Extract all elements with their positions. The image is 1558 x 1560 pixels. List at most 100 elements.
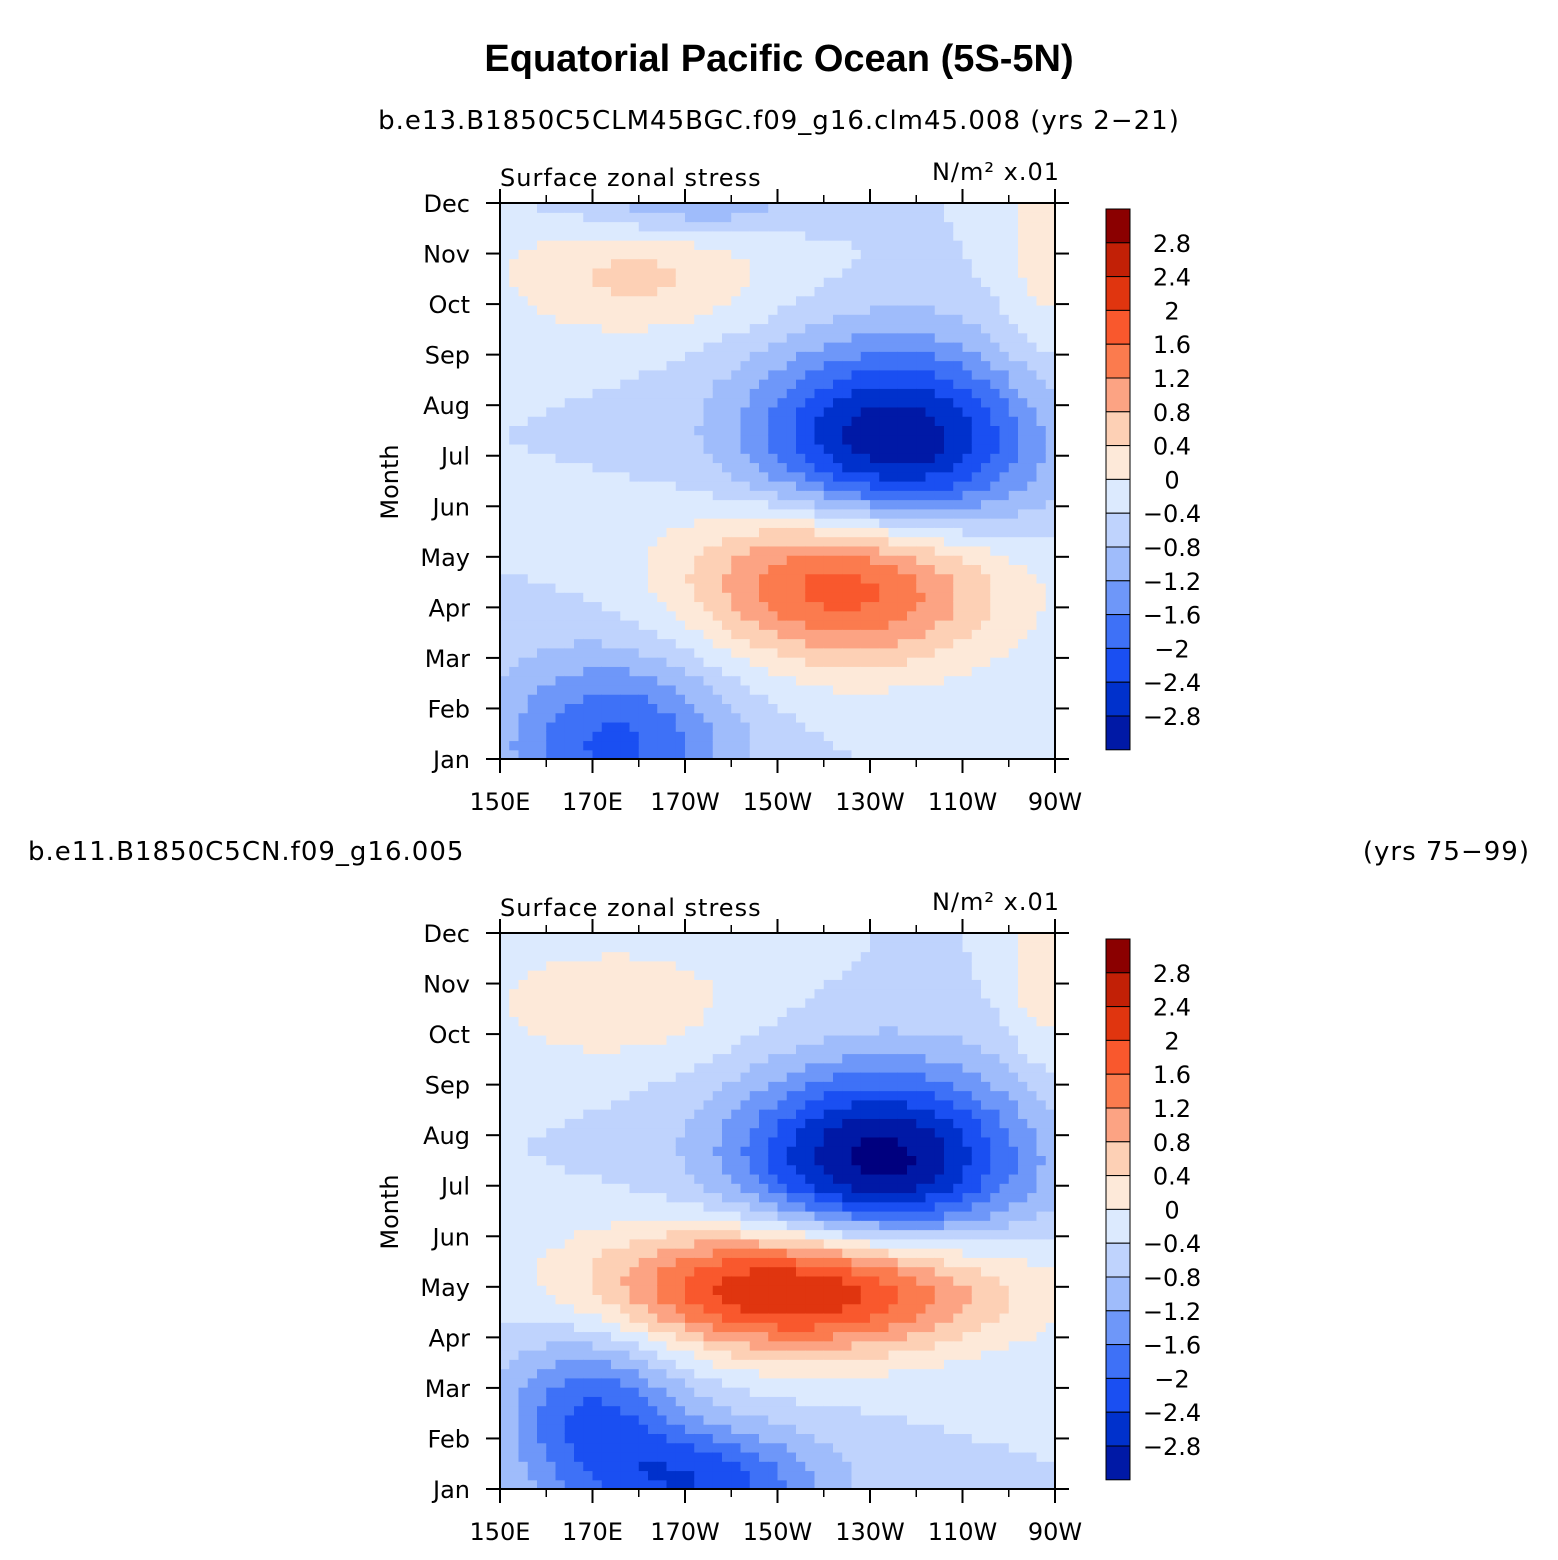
heatmap-cell bbox=[611, 988, 621, 999]
heatmap-cell bbox=[833, 425, 843, 436]
heatmap-cell bbox=[934, 610, 945, 621]
bottom-heatmap bbox=[500, 933, 1056, 1490]
heatmap-cell bbox=[685, 379, 695, 389]
heatmap-cell bbox=[694, 286, 705, 297]
heatmap-cell bbox=[712, 601, 723, 612]
heatmap-cell bbox=[592, 555, 603, 565]
heatmap-cell bbox=[675, 1007, 686, 1017]
heatmap-cell bbox=[638, 499, 649, 510]
heatmap-cell bbox=[786, 712, 797, 723]
heatmap-cell bbox=[675, 314, 686, 325]
heatmap-cell bbox=[740, 471, 751, 482]
heatmap-cell bbox=[675, 416, 686, 426]
heatmap-cell bbox=[1045, 425, 1056, 436]
heatmap-cell bbox=[796, 240, 806, 250]
heatmap-cell bbox=[592, 295, 603, 306]
heatmap-cell bbox=[1036, 481, 1047, 491]
heatmap-cell bbox=[722, 573, 732, 584]
heatmap-cell bbox=[962, 462, 973, 473]
heatmap-cell bbox=[953, 703, 964, 714]
heatmap-cell bbox=[555, 221, 566, 232]
heatmap-cell bbox=[953, 545, 964, 556]
heatmap-cell bbox=[768, 573, 779, 584]
heatmap-cell bbox=[564, 564, 575, 575]
heatmap-cell bbox=[666, 388, 677, 399]
heatmap-cell bbox=[500, 286, 510, 297]
heatmap-cell bbox=[777, 508, 788, 519]
heatmap-cell bbox=[888, 721, 899, 732]
heatmap-cell bbox=[962, 203, 973, 213]
heatmap-cell bbox=[611, 304, 621, 315]
heatmap-cell bbox=[953, 536, 964, 547]
heatmap-cell bbox=[796, 694, 806, 704]
heatmap-cell bbox=[842, 490, 853, 501]
heatmap-cell bbox=[583, 731, 594, 742]
heatmap-cell bbox=[944, 721, 954, 732]
heatmap-cell bbox=[833, 304, 843, 315]
heatmap-cell bbox=[851, 304, 862, 315]
heatmap-cell bbox=[509, 230, 520, 241]
heatmap-cell bbox=[685, 657, 695, 667]
heatmap-cell bbox=[833, 629, 843, 640]
heatmap-cell bbox=[1008, 379, 1019, 389]
heatmap-cell bbox=[694, 749, 705, 760]
heatmap-cell bbox=[601, 536, 612, 547]
heatmap-cell bbox=[962, 240, 973, 250]
heatmap-cell bbox=[842, 221, 853, 232]
heatmap-cell bbox=[527, 1294, 538, 1305]
heatmap-cell bbox=[934, 258, 945, 269]
heatmap-cell bbox=[833, 499, 843, 510]
heatmap-cell bbox=[740, 249, 751, 260]
heatmap-cell bbox=[648, 406, 658, 417]
heatmap-cell bbox=[555, 249, 566, 260]
heatmap-cell bbox=[666, 416, 677, 426]
heatmap-cell bbox=[740, 703, 751, 714]
heatmap-cell bbox=[592, 416, 603, 426]
heatmap-cell bbox=[601, 1062, 612, 1073]
heatmap-cell bbox=[527, 230, 538, 241]
heatmap-cell bbox=[860, 712, 871, 723]
heatmap-cell bbox=[509, 425, 520, 436]
heatmap-cell bbox=[805, 453, 816, 464]
heatmap-cell bbox=[981, 369, 991, 380]
heatmap-cell bbox=[555, 1229, 566, 1240]
colorbar-label: −0.4 bbox=[1143, 500, 1201, 528]
heatmap-cell bbox=[648, 1211, 658, 1221]
heatmap-cell bbox=[814, 712, 825, 723]
heatmap-cell bbox=[500, 749, 510, 760]
heatmap-cell bbox=[638, 397, 649, 408]
heatmap-cell bbox=[860, 295, 871, 306]
heatmap-cell bbox=[564, 1229, 575, 1240]
heatmap-cell bbox=[555, 951, 566, 962]
heatmap-cell bbox=[537, 397, 547, 408]
heatmap-cell bbox=[842, 212, 853, 223]
heatmap-cell bbox=[648, 1155, 658, 1166]
heatmap-cell bbox=[768, 453, 779, 464]
heatmap-cell bbox=[796, 703, 806, 714]
heatmap-cell bbox=[564, 508, 575, 519]
heatmap-cell bbox=[537, 573, 547, 584]
heatmap-cell bbox=[786, 406, 797, 417]
heatmap-cell bbox=[657, 360, 668, 371]
heatmap-cell bbox=[555, 1062, 566, 1073]
heatmap-cell bbox=[796, 258, 806, 269]
heatmap-cell bbox=[620, 416, 631, 426]
heatmap-cell bbox=[703, 230, 714, 241]
heatmap-cell bbox=[657, 1248, 668, 1258]
heatmap-cell bbox=[962, 536, 973, 547]
heatmap-cell bbox=[796, 203, 806, 213]
heatmap-cell bbox=[648, 342, 658, 352]
heatmap-cell bbox=[1027, 527, 1038, 538]
heatmap-cell bbox=[1045, 582, 1056, 593]
heatmap-cell bbox=[897, 249, 908, 260]
heatmap-cell bbox=[1008, 286, 1019, 297]
heatmap-cell bbox=[851, 203, 862, 213]
heatmap-cell bbox=[768, 629, 779, 640]
heatmap-cell bbox=[638, 740, 649, 751]
heatmap-cell bbox=[638, 1155, 649, 1166]
heatmap-cell bbox=[537, 323, 547, 334]
heatmap-cell bbox=[574, 601, 584, 612]
heatmap-cell bbox=[518, 1072, 529, 1082]
heatmap-cell bbox=[842, 249, 853, 260]
heatmap-cell bbox=[500, 314, 510, 325]
